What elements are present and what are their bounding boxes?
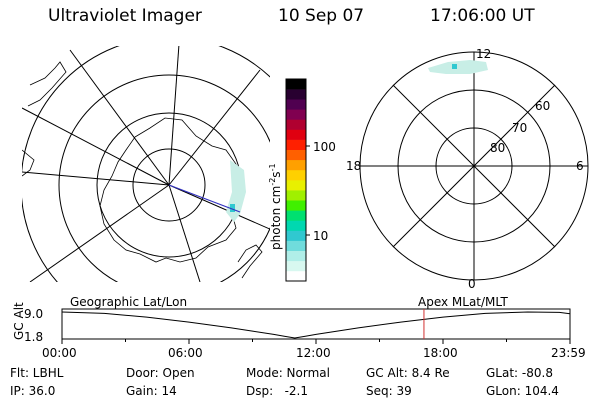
x-tick-label: 18:00 xyxy=(423,346,458,360)
x-tick-label: 06:00 xyxy=(168,346,203,360)
x-tick-label: 12:00 xyxy=(296,346,331,360)
aurora-emission xyxy=(452,64,457,69)
colorbar-cell xyxy=(286,149,306,161)
y-tick-label: 1.8 xyxy=(24,330,43,344)
status-glon: GLon: 104.4 xyxy=(486,384,559,398)
mlt-label-6: 6 xyxy=(576,159,584,173)
colorbar-cell xyxy=(286,109,306,120)
apex-polar-plot: 12 18 6 0 60 70 80 xyxy=(346,47,589,291)
colorbar-cell xyxy=(286,270,306,282)
geo-meridian xyxy=(69,49,170,186)
colorbar-cell xyxy=(286,200,306,211)
mlt-label-12: 12 xyxy=(476,47,491,61)
colorbar-cell xyxy=(286,210,306,221)
geo-meridian xyxy=(22,171,170,186)
aurora-emission xyxy=(226,160,246,222)
geographic-polar-plot xyxy=(22,46,270,282)
colorbar-cell xyxy=(286,250,306,262)
geo-meridian xyxy=(29,184,170,282)
geo-meridian xyxy=(168,184,270,230)
mlt-label-18: 18 xyxy=(346,159,361,173)
status-mode: Mode: Normal xyxy=(246,366,330,380)
status-glat: GLat: -80.8 xyxy=(486,366,553,380)
altitude-chart: 9.0 1.8 xyxy=(24,307,571,344)
colorbar-cell xyxy=(286,169,306,181)
colorbar-cell xyxy=(286,220,306,231)
landmass-outline xyxy=(27,61,67,107)
landmass-outline xyxy=(22,149,35,177)
image-time: 17:06:00 UT xyxy=(430,6,535,26)
colorbar-cell xyxy=(286,230,306,241)
mlat-label-80: 80 xyxy=(490,141,505,155)
geographic-label: Geographic Lat/Lon xyxy=(70,295,188,309)
mlat-label-60: 60 xyxy=(535,99,550,113)
colorbar-cell xyxy=(286,240,306,251)
status-filter: Flt: LBHL xyxy=(10,366,64,380)
y-tick-label: 9.0 xyxy=(24,307,43,321)
colorbar-cell xyxy=(286,119,306,130)
status-dsp: Dsp: -2.1 xyxy=(246,384,309,398)
colorbar-cell xyxy=(286,190,306,201)
colorbar-cell xyxy=(286,159,306,171)
colorbar-cell xyxy=(286,180,306,191)
status-gain: Gain: 14 xyxy=(126,384,177,398)
geo-meridian xyxy=(168,69,261,186)
status-gc-alt: GC Alt: 8.4 Re xyxy=(366,366,450,380)
antarctica-coastline xyxy=(99,117,241,263)
colorbar-cell xyxy=(286,89,306,100)
status-ip: IP: 36.0 xyxy=(10,384,56,398)
x-tick-label: 00:00 xyxy=(42,346,77,360)
status-seq: Seq: 39 xyxy=(366,384,412,398)
geo-lat-circle xyxy=(58,74,270,282)
image-date: 10 Sep 07 xyxy=(278,6,365,26)
aurora-emission xyxy=(230,204,235,212)
instrument-title: Ultraviolet Imager xyxy=(48,6,202,26)
mlt-line xyxy=(392,84,556,248)
colorbar-cell xyxy=(286,129,306,140)
pointing-line xyxy=(168,184,241,213)
altitude-series-line xyxy=(61,311,571,339)
colorbar-cell xyxy=(286,139,306,150)
mlt-label-0: 0 xyxy=(468,277,476,291)
colorbar xyxy=(285,78,310,282)
colorbar-cell xyxy=(286,99,306,110)
colorbar-cell xyxy=(286,260,306,272)
status-door: Door: Open xyxy=(126,366,195,380)
colorbar-cell xyxy=(286,79,306,90)
apex-label: Apex MLat/MLT xyxy=(418,295,508,309)
x-tick-label: 23:59 xyxy=(551,346,586,360)
geo-meridian xyxy=(168,184,201,282)
colorbar-tick-label: 100 xyxy=(313,140,336,154)
mlat-label-70: 70 xyxy=(512,121,527,135)
geo-meridian xyxy=(168,46,180,186)
colorbar-tick-label: 10 xyxy=(313,229,329,243)
landmass-outline xyxy=(237,244,263,279)
aurora-emission xyxy=(428,60,488,74)
geo-lat-circle xyxy=(132,148,206,222)
geo-meridian xyxy=(22,107,170,186)
colorbar-unit-label: photon cm-2s-1 xyxy=(268,163,283,250)
